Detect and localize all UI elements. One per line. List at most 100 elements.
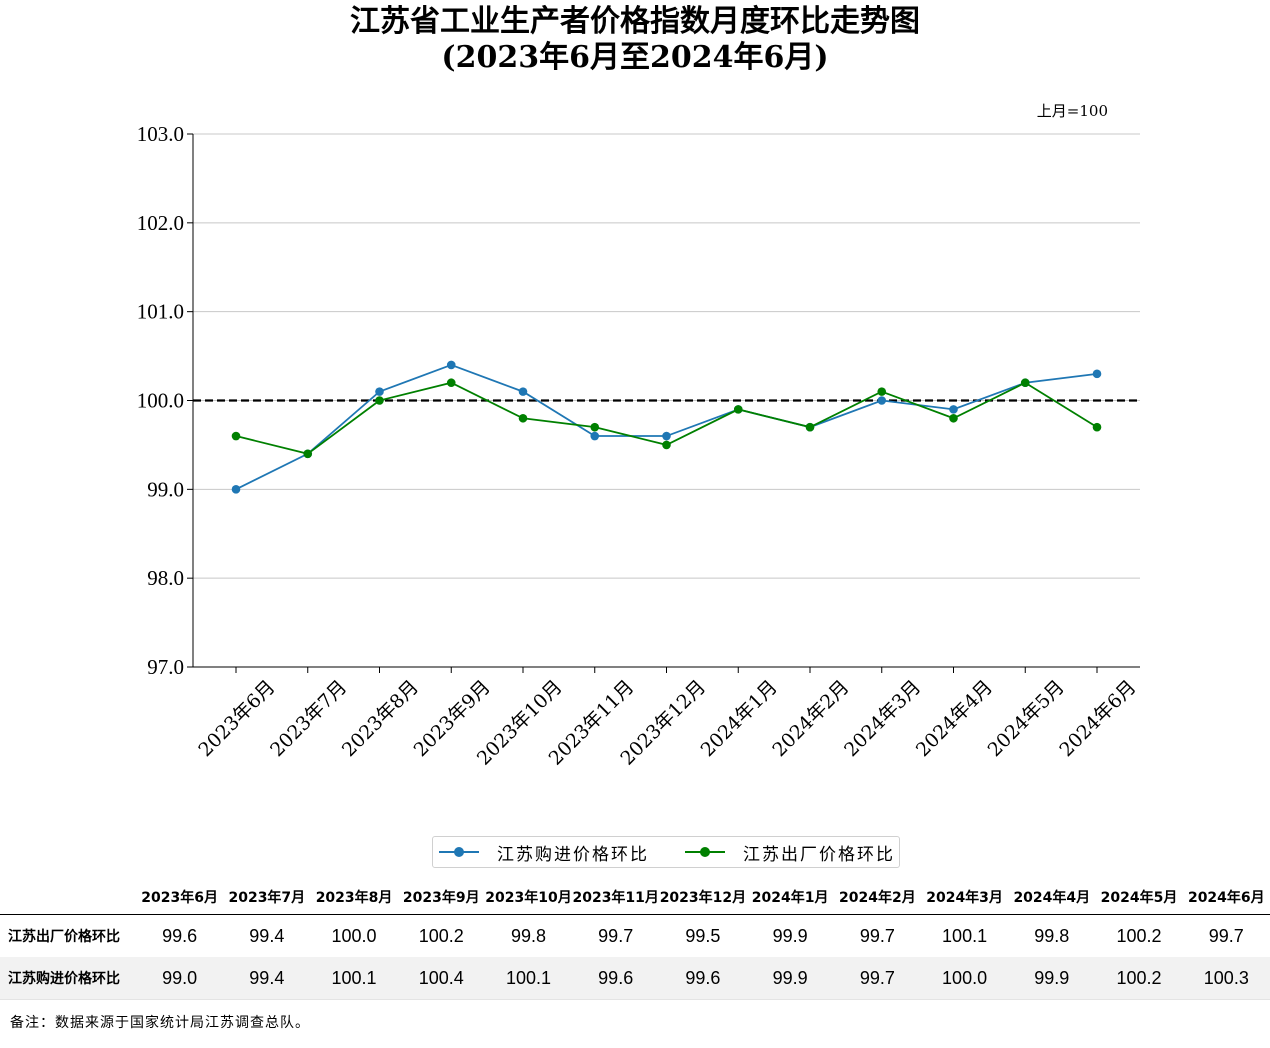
x-tick-label: 2024年3月	[840, 676, 925, 761]
data-point	[1020, 378, 1030, 388]
table-row: 江苏购进价格环比 99.0 99.4 100.1 100.4 100.1 99.6 99.6 9…	[0, 957, 1270, 1000]
table-column-header: 2023年10月	[484, 880, 573, 915]
table-cell: 99.6	[572, 957, 660, 1000]
series	[231, 360, 1102, 494]
table-column-header: 2023年8月	[310, 880, 398, 915]
data-point	[805, 422, 815, 432]
table-row: 江苏出厂价格环比 99.6 99.4 100.0 100.2 99.8 99.7 99.5 99…	[0, 915, 1270, 958]
data-point	[949, 405, 958, 414]
table-cell: 99.5	[685, 925, 721, 946]
y-tick-label: 101.0	[137, 300, 184, 324]
y-tick-label: 98.0	[147, 566, 184, 590]
legend-swatch	[439, 837, 479, 867]
series-line	[235, 364, 1098, 491]
data-point	[375, 387, 384, 396]
table-cell: 99.4	[249, 925, 285, 946]
table-cell: 99.9	[1008, 957, 1096, 1000]
grid-lines	[193, 133, 1140, 579]
x-tick-label: 2024年2月	[768, 676, 853, 761]
table-column-header: 2024年5月	[1095, 880, 1183, 915]
data-point	[949, 413, 958, 423]
x-tick-label: 2024年1月	[697, 676, 782, 761]
line-chart: 97.0 98.0 99.0 100.0 101.0 102.0 103.0 2023年6月…	[137, 102, 1141, 770]
table-cell: 99.7	[833, 957, 921, 1000]
y-tick-label: 100.0	[137, 389, 184, 413]
table-cell: 99.9	[772, 925, 808, 946]
table-cell: 99.6	[162, 925, 198, 946]
table-column-header: 2024年3月	[920, 880, 1009, 915]
table-cell: 100.1	[484, 957, 573, 1000]
table-column-header: 2024年4月	[1008, 880, 1096, 915]
table-row-label: 江苏购进价格环比	[0, 957, 136, 1000]
table-column-header: 2023年9月	[397, 880, 485, 915]
table-cell: 99.6	[659, 957, 747, 1000]
data-point	[446, 378, 456, 388]
table-cell: 100.2	[1095, 957, 1183, 1000]
data-point	[518, 413, 528, 423]
y-tick-label: 103.0	[137, 122, 184, 146]
table-cell: 100.2	[1116, 925, 1162, 946]
legend: 江苏购进价格环比 江苏出厂价格环比	[432, 836, 900, 868]
table-cell: 99.7	[859, 925, 895, 946]
y-ticks: 97.0 98.0 99.0 100.0 101.0 102.0 103.0	[137, 122, 193, 679]
data-point	[590, 422, 600, 432]
series-2	[231, 378, 1102, 459]
data-table: 2023年6月 2023年7月 2023年8月 2023年9月 2023年10月 2023…	[0, 880, 1270, 1000]
table-column-header: 2023年7月	[223, 880, 311, 915]
data-point	[877, 387, 887, 396]
legend-entry: 江苏购进价格环比	[439, 837, 649, 867]
table-body: 江苏出厂价格环比 99.6 99.4 100.0 100.2 99.8 99.7 99.5 99…	[0, 915, 1270, 1000]
footnote: 备注：数据来源于国家统计局江苏调查总队。	[10, 1015, 310, 1031]
y-tick-label: 99.0	[147, 477, 184, 501]
x-tick-label: 2024年6月	[1055, 676, 1140, 761]
legend-label: 江苏出厂价格环比	[743, 844, 895, 865]
table-cell: 99.7	[1208, 925, 1244, 946]
x-tick-label: 2024年4月	[912, 676, 997, 761]
data-point	[590, 431, 600, 441]
table-cell: 99.8	[510, 925, 546, 946]
legend-entry: 江苏出厂价格环比	[685, 837, 895, 867]
legend-swatch	[685, 837, 725, 867]
data-point	[231, 485, 241, 494]
table-cell: 99.9	[746, 957, 834, 1000]
chart-title-block: 江苏省工业生产者价格指数月度环比走势图 (2023年6月至2024年6月)	[0, 4, 1270, 76]
table-cell: 99.0	[136, 957, 224, 1000]
table-column-header: 2023年11月	[572, 880, 660, 915]
chart-title: 江苏省工业生产者价格指数月度环比走势图	[350, 4, 920, 39]
data-point	[231, 431, 241, 441]
table-cell: 100.2	[418, 925, 464, 946]
series-1	[231, 360, 1102, 494]
table-cell: 100.0	[920, 957, 1009, 1000]
table-column-header: 2024年2月	[833, 880, 921, 915]
table-cell: 100.1	[310, 957, 398, 1000]
data-point	[733, 405, 743, 414]
table-cell: 100.1	[942, 925, 988, 946]
data-point	[518, 387, 528, 396]
table-cell: 99.8	[1034, 925, 1070, 946]
data-point	[662, 431, 671, 441]
table-cell: 99.4	[223, 957, 311, 1000]
x-tick-label: 2023年8月	[338, 676, 423, 761]
table-cell: 99.7	[598, 925, 634, 946]
data-point	[1092, 422, 1102, 432]
table-column-header: 2024年6月	[1182, 880, 1270, 915]
unit-label: 上月=100	[1037, 102, 1108, 120]
table-column-header: 2024年1月	[746, 880, 834, 915]
data-point	[1092, 369, 1102, 379]
x-tick-label: 2023年7月	[266, 676, 351, 761]
y-tick-label: 102.0	[137, 211, 184, 235]
legend-label: 江苏购进价格环比	[497, 844, 649, 865]
table-cell: 100.3	[1182, 957, 1270, 1000]
y-tick-label: 97.0	[147, 655, 184, 679]
chart-subtitle: (2023年6月至2024年6月)	[441, 40, 829, 75]
table-corner-cell	[0, 880, 136, 915]
data-point	[662, 440, 671, 450]
table-cell: 100.4	[397, 957, 485, 1000]
table-column-header: 2023年6月	[136, 880, 224, 915]
table-header-row: 2023年6月 2023年7月 2023年8月 2023年9月 2023年10月 2023…	[0, 880, 1270, 915]
data-point	[375, 396, 384, 405]
table-column-header: 2023年12月	[659, 880, 747, 915]
table-row-label: 江苏出厂价格环比	[8, 929, 120, 945]
table-cell: 100.0	[331, 925, 377, 946]
x-ticks: 2023年6月2023年7月2023年8月2023年9月2023年10月2023…	[194, 667, 1141, 770]
